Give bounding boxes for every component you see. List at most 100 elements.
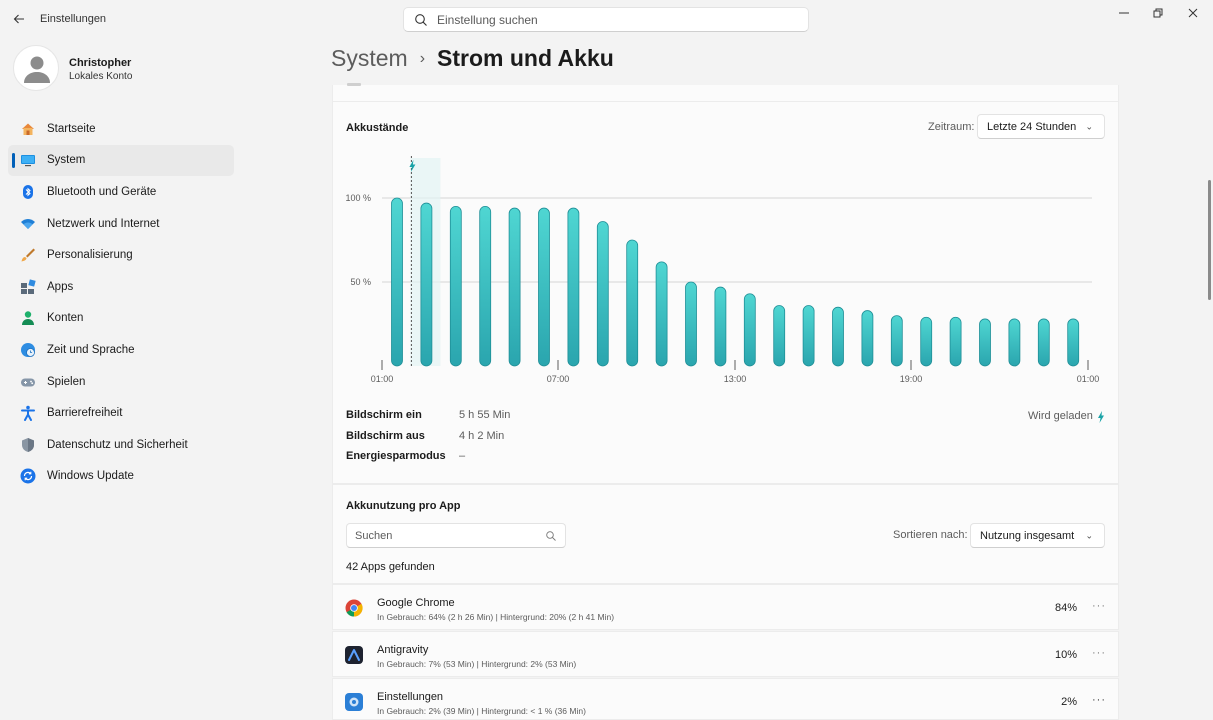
avatar[interactable] xyxy=(13,45,59,91)
breadcrumb-parent[interactable]: System xyxy=(331,45,408,71)
sidebar-item-barrierefreiheit[interactable]: Barrierefreiheit xyxy=(8,397,234,429)
battery-bar[interactable] xyxy=(773,305,786,367)
y-tick-label: 50 % xyxy=(350,277,371,287)
battery-bar[interactable] xyxy=(567,207,580,367)
battery-bar[interactable] xyxy=(391,197,403,367)
restore-icon[interactable] xyxy=(1141,3,1175,23)
apps-found-count: 42 Apps gefunden xyxy=(346,561,435,573)
sidebar-item-label: Zeit und Sprache xyxy=(47,343,135,356)
sidebar-item-label: Personalisierung xyxy=(47,249,133,262)
antigravity-icon xyxy=(345,646,363,664)
close-icon[interactable] xyxy=(1176,3,1210,23)
battery-bar[interactable] xyxy=(1037,318,1050,367)
sidebar-item-startseite[interactable]: Startseite xyxy=(8,113,234,145)
sidebar-item-label: Windows Update xyxy=(47,470,134,483)
battery-bar[interactable] xyxy=(420,202,433,367)
battery-bar[interactable] xyxy=(685,281,697,367)
app-row-antigravity[interactable]: Antigravity In Gebrauch: 7% (53 Min) | H… xyxy=(332,631,1119,677)
more-options-icon[interactable]: ··· xyxy=(1092,600,1106,612)
sidebar-item-spielen[interactable]: Spielen xyxy=(8,366,234,398)
app-search-placeholder: Suchen xyxy=(355,529,393,542)
more-options-icon[interactable]: ··· xyxy=(1092,647,1106,659)
battery-bar[interactable] xyxy=(596,221,609,367)
x-tick-label: 01:00 xyxy=(371,374,394,384)
sidebar-item-label: Barrierefreiheit xyxy=(47,407,123,420)
system-icon xyxy=(20,152,36,168)
app-name: Einstellungen xyxy=(377,691,444,703)
charging-bolt-icon xyxy=(1097,411,1104,423)
battery-bar[interactable] xyxy=(832,306,844,367)
battery-level-chart: 100 % 50 % 01:00 07:00 13:00 19:00 01:00 xyxy=(345,156,1100,384)
sidebar-item-apps[interactable]: Apps xyxy=(8,271,234,303)
battery-chart-title: Akkustände xyxy=(346,122,409,134)
scrollbar-thumb[interactable] xyxy=(1208,180,1211,300)
minimize-icon[interactable] xyxy=(1107,3,1141,23)
sidebar-item-personalisierung[interactable]: Personalisierung xyxy=(8,239,234,271)
app-search-input[interactable]: Suchen xyxy=(346,523,566,548)
app-title: Einstellungen xyxy=(40,13,107,25)
battery-bar[interactable] xyxy=(743,293,756,367)
battery-bar[interactable] xyxy=(920,316,933,367)
sidebar-item-label: Bluetooth und Geräte xyxy=(47,185,157,198)
app-name: Antigravity xyxy=(377,644,429,656)
apps-icon xyxy=(20,279,36,295)
battery-bar[interactable] xyxy=(508,207,521,367)
update-icon xyxy=(20,468,36,484)
battery-bar[interactable] xyxy=(890,315,903,367)
battery-bar[interactable] xyxy=(979,318,991,367)
stat-value-screen-off: 4 h 2 Min xyxy=(459,430,505,442)
x-tick-label: 19:00 xyxy=(900,374,923,384)
battery-bar[interactable] xyxy=(802,305,815,367)
sort-dropdown-value: Nutzung insgesamt xyxy=(980,529,1075,542)
sidebar-item-datenschutz[interactable]: Datenschutz und Sicherheit xyxy=(8,429,234,461)
sidebar-item-zeit[interactable]: Zeit und Sprache xyxy=(8,334,234,366)
chrome-icon xyxy=(345,599,363,617)
app-usage-detail: In Gebrauch: 64% (2 h 26 Min) | Hintergr… xyxy=(377,612,615,622)
more-options-icon[interactable]: ··· xyxy=(1092,694,1106,706)
settings-search-input[interactable]: Einstellung suchen xyxy=(403,7,809,32)
battery-bar[interactable] xyxy=(626,239,639,367)
battery-bar[interactable] xyxy=(655,261,668,367)
back-arrow-icon[interactable] xyxy=(8,8,30,30)
stat-label-screen-on: Bildschirm ein xyxy=(346,409,422,421)
stat-label-screen-off: Bildschirm aus xyxy=(346,430,425,442)
app-row-einstellungen[interactable]: Einstellungen In Gebrauch: 2% (39 Min) |… xyxy=(332,678,1119,720)
battery-bar[interactable] xyxy=(1008,318,1021,367)
range-dropdown-value: Letzte 24 Stunden xyxy=(987,120,1077,133)
x-tick-label: 01:00 xyxy=(1077,374,1100,384)
battery-bar[interactable] xyxy=(949,316,962,367)
y-tick-label: 100 % xyxy=(345,193,371,203)
stat-value-screen-on: 5 h 55 Min xyxy=(459,409,511,421)
battery-bar[interactable] xyxy=(861,310,874,367)
sidebar-item-netzwerk[interactable]: Netzwerk und Internet xyxy=(8,208,234,240)
sidebar-nav: Startseite System Bluetooth und Geräte N… xyxy=(8,113,234,492)
stat-value-saver: – xyxy=(459,450,466,462)
sidebar-item-konten[interactable]: Konten xyxy=(8,303,234,335)
sidebar-item-label: System xyxy=(47,154,86,167)
app-name: Google Chrome xyxy=(377,597,455,609)
charging-bolt-icon xyxy=(409,160,416,172)
battery-bar[interactable] xyxy=(479,206,492,367)
sidebar-item-windows-update[interactable]: Windows Update xyxy=(8,461,234,493)
app-row-chrome[interactable]: Google Chrome In Gebrauch: 64% (2 h 26 M… xyxy=(332,584,1119,630)
scrolled-card-remnant xyxy=(332,83,1119,102)
globe-clock-icon xyxy=(20,342,36,358)
battery-bar[interactable] xyxy=(714,286,727,367)
search-icon xyxy=(415,13,427,26)
shield-icon xyxy=(20,437,36,453)
battery-bar[interactable] xyxy=(1067,318,1080,367)
scrolled-checkbox-icon xyxy=(347,83,361,86)
sidebar-item-label: Spielen xyxy=(47,375,86,388)
range-dropdown[interactable]: Letzte 24 Stunden ⌄ xyxy=(977,114,1105,139)
battery-bar[interactable] xyxy=(538,207,550,367)
charging-status: Wird geladen xyxy=(1028,409,1105,423)
sidebar-item-bluetooth[interactable]: Bluetooth und Geräte xyxy=(8,176,234,208)
brush-icon xyxy=(20,247,36,263)
app-usage-title: Akkunutzung pro App xyxy=(346,500,461,512)
battery-bar[interactable] xyxy=(449,206,462,367)
sidebar-item-system[interactable]: System xyxy=(8,144,234,177)
home-icon xyxy=(20,121,36,137)
sort-dropdown[interactable]: Nutzung insgesamt ⌄ xyxy=(970,523,1105,548)
bluetooth-icon xyxy=(20,184,36,200)
app-usage-percent: 10% xyxy=(1054,649,1077,661)
